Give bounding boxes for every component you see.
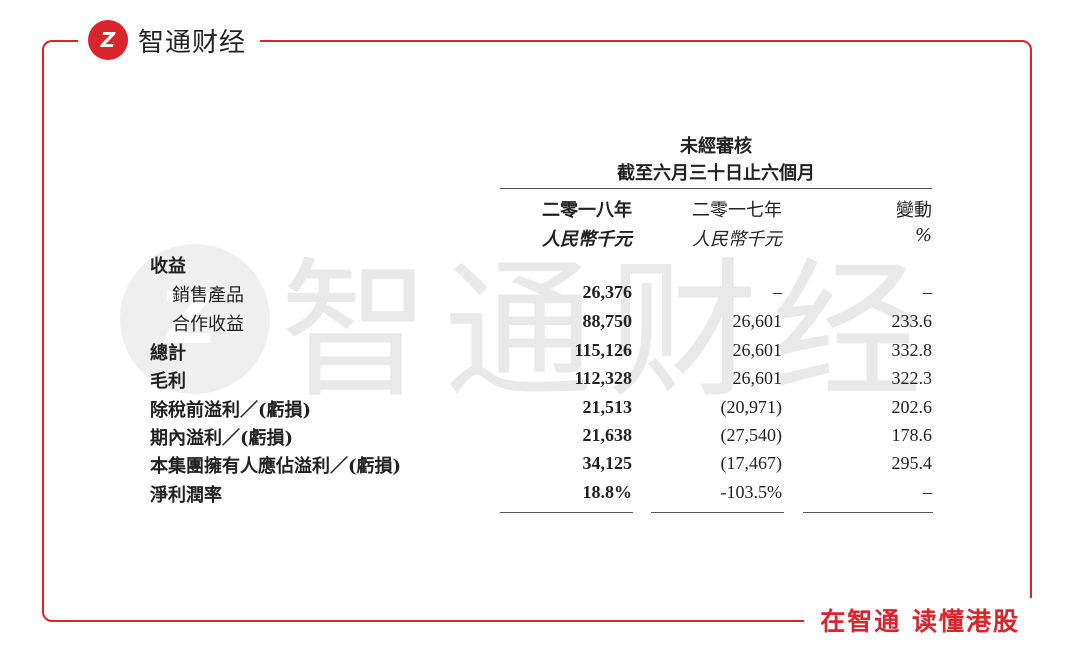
table-cell: 112,328: [574, 368, 632, 388]
table-cell: 21,513: [582, 397, 633, 417]
bottom-rule: [651, 512, 784, 513]
table-cell: 233.6: [891, 311, 933, 331]
row-label: 淨利潤率: [150, 485, 222, 506]
col-2017-unit: 人民幣千元: [692, 229, 782, 250]
row-label: 毛利: [150, 371, 186, 392]
row-label: 合作收益: [172, 314, 244, 335]
table-cell: 21,638: [582, 425, 633, 445]
row-label: 除稅前溢利／(虧損): [150, 400, 312, 421]
bottom-rule: [803, 512, 933, 513]
row-label: 收益: [150, 256, 186, 277]
table-cell: (17,467): [720, 453, 783, 473]
table-cell: 88,750: [582, 311, 633, 331]
header-rule: [500, 188, 932, 189]
row-label: 銷售產品: [172, 285, 244, 306]
table-cell: 34,125: [582, 453, 633, 473]
table-title: 未經審核: [680, 136, 752, 157]
table-cell: –: [923, 482, 932, 502]
table-cell: (20,971): [720, 397, 783, 417]
table-cell: 178.6: [891, 425, 933, 445]
col-2018-unit: 人民幣千元: [542, 229, 632, 250]
row-label: 期內溢利／(虧損): [150, 428, 294, 449]
table-cell: 115,126: [574, 340, 632, 360]
col-change: 變動: [896, 200, 932, 221]
row-label: 總計: [150, 343, 186, 364]
table-subtitle: 截至六月三十日止六個月: [617, 163, 815, 184]
brand-logo: Z: [88, 20, 128, 60]
table-cell: 26,601: [732, 368, 783, 388]
table-cell: 322.3: [891, 368, 933, 388]
table-cell: 295.4: [891, 453, 933, 473]
table-cell: (27,540): [720, 425, 783, 445]
bottom-rule: [500, 512, 633, 513]
table-cell: 332.8: [891, 340, 933, 360]
table-cell: 202.6: [891, 397, 933, 417]
table-cell: 26,376: [582, 282, 633, 302]
brand-header: Z 智通财经: [78, 14, 261, 66]
table-cell: 26,601: [732, 340, 783, 360]
table-cell: –: [923, 282, 932, 302]
col-change-unit: %: [914, 225, 932, 246]
table-cell: 18.8%: [582, 482, 633, 502]
brand-name: 智通财经: [138, 27, 247, 58]
table-cell: -103.5%: [720, 482, 783, 502]
row-label: 本集團擁有人應佔溢利／(虧損): [150, 456, 402, 477]
table-cell: –: [773, 282, 782, 302]
red-border-frame: [42, 40, 1032, 622]
slogan: 在智通 读懂港股: [804, 598, 1036, 642]
col-2017-year: 二零一七年: [692, 200, 782, 221]
col-2018-year: 二零一八年: [542, 200, 632, 221]
table-cell: 26,601: [732, 311, 783, 331]
